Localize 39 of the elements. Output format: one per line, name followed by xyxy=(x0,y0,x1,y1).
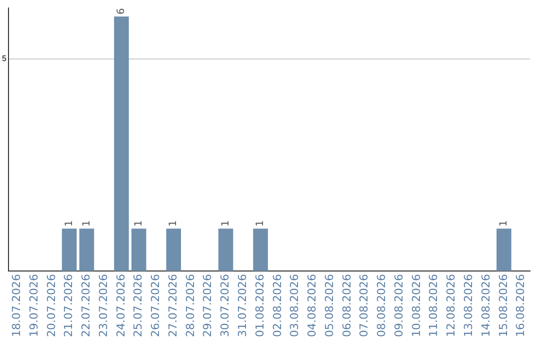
x-tick-label: 08.08.2026 xyxy=(375,274,388,338)
data-label: 1 xyxy=(168,220,180,227)
data-label: 1 xyxy=(498,220,510,227)
x-tick-label: 16.08.2026 xyxy=(514,274,528,338)
x-tick-label: 15.08.2026 xyxy=(496,274,510,338)
x-tick-label: 07.08.2026 xyxy=(358,274,371,338)
x-tick-label: 13.08.2026 xyxy=(462,274,476,338)
x-tick-label: 09.08.2026 xyxy=(392,274,406,338)
x-tick-label: 03.08.2026 xyxy=(288,274,302,338)
x-tick-label: 22.07.2026 xyxy=(80,274,93,338)
x-tick-label: 27.07.2026 xyxy=(166,274,180,338)
x-tick-label: 19.07.2026 xyxy=(27,274,40,338)
x-tick-label: 26.07.2026 xyxy=(149,274,162,338)
x-tick-label: 28.07.2026 xyxy=(184,274,197,338)
x-tick-label: 24.07.2026 xyxy=(114,274,128,338)
y-tick-label: 5 xyxy=(2,54,7,64)
x-tick-label: 31.07.2026 xyxy=(236,274,250,338)
data-label: 1 xyxy=(220,220,232,227)
data-label: 1 xyxy=(81,220,92,227)
x-tick-label: 21.07.2026 xyxy=(62,274,76,338)
x-tick-label: 02.08.2026 xyxy=(270,274,284,338)
x-tick-label: 25.07.2026 xyxy=(132,274,145,338)
x-tick-label: 23.07.2026 xyxy=(96,274,110,338)
x-tick-label: 30.07.2026 xyxy=(218,274,232,338)
data-label: 6 xyxy=(116,8,128,14)
data-label: 1 xyxy=(255,220,266,227)
x-tick-label: 12.08.2026 xyxy=(444,274,458,338)
data-label: 1 xyxy=(133,220,144,227)
x-tick-label: 04.08.2026 xyxy=(306,274,319,338)
x-tick-label: 06.08.2026 xyxy=(340,274,354,338)
data-label: 1 xyxy=(64,220,75,227)
x-tick-label: 10.08.2026 xyxy=(410,274,423,338)
x-tick-label: 11.08.2026 xyxy=(427,274,440,338)
x-tick-label: 29.07.2026 xyxy=(201,274,214,338)
x-tick-label: 18.07.2026 xyxy=(10,274,23,338)
x-tick-label: 14.08.2026 xyxy=(479,274,492,338)
x-tick-label: 01.08.2026 xyxy=(253,274,266,338)
x-tick-label: 05.08.2026 xyxy=(322,274,336,338)
x-tick-label: 20.07.2026 xyxy=(44,274,58,338)
